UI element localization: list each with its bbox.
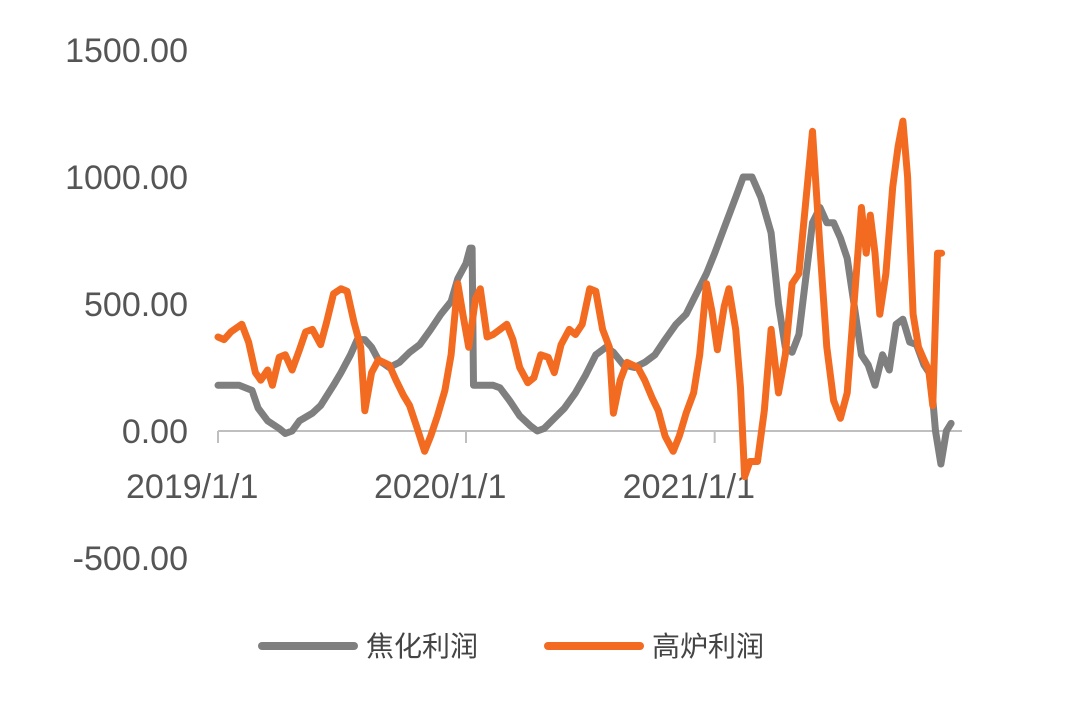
x-tick-label: 2020/1/1 [374, 468, 506, 506]
y-tick-label: 0.00 [122, 413, 188, 451]
series-line-1 [214, 117, 946, 481]
y-tick-label: 1500.00 [65, 32, 188, 70]
legend-label-0: 焦化利润 [366, 630, 478, 663]
x-tick-label: 2019/1/1 [126, 468, 258, 506]
series-lines [214, 117, 955, 481]
y-tick-label: -500.00 [73, 540, 188, 578]
x-tick-label: 2021/1/1 [623, 468, 755, 506]
x-axis-tick-labels: 2019/1/1 2020/1/1 2021/1/1 [126, 468, 755, 506]
x-axis-tick-marks [217, 431, 716, 443]
legend: 焦化利润 高炉利润 [258, 630, 764, 663]
y-tick-label: 500.00 [84, 286, 188, 324]
y-axis-tick-labels: 1500.00 1000.00 500.00 0.00 -500.00 [65, 32, 188, 578]
y-tick-label: 1000.00 [65, 159, 188, 197]
legend-label-1: 高炉利润 [652, 630, 764, 663]
